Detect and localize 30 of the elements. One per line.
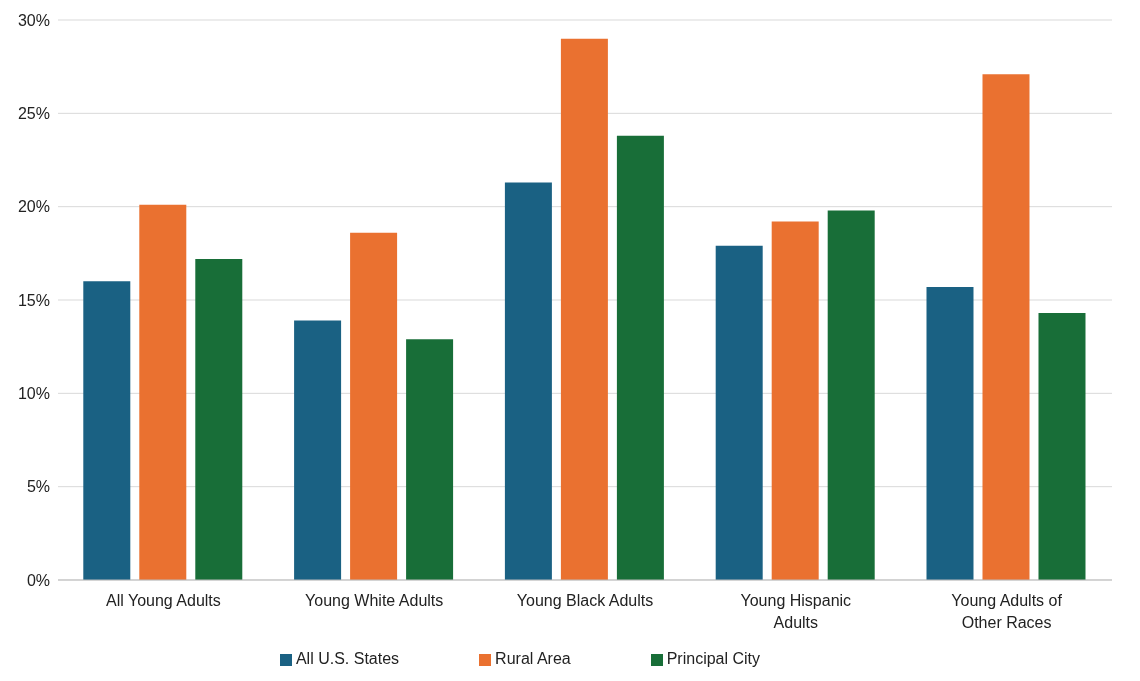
x-tick-label: All Young Adults [106, 592, 221, 609]
bar [195, 258, 243, 580]
bar [504, 182, 552, 580]
bar [926, 286, 974, 580]
bar [827, 210, 875, 580]
bar [771, 221, 819, 580]
y-tick-label: 25% [17, 105, 50, 123]
bar [83, 281, 131, 580]
x-tick-label: Young Black Adults [516, 592, 654, 609]
bar [560, 38, 608, 580]
legend-label: All U.S. States [295, 650, 400, 667]
bar [1038, 313, 1086, 580]
bar [715, 245, 763, 580]
bar [406, 339, 454, 580]
bar [139, 204, 187, 580]
bar [616, 135, 664, 580]
x-tick-label: Young Adults of Other Races [951, 592, 1063, 631]
bar [350, 232, 398, 580]
y-tick-label: 10% [17, 385, 50, 403]
legend-label: Principal City [666, 650, 761, 667]
y-tick-label: 15% [17, 291, 50, 309]
y-tick-label: 5% [26, 478, 50, 496]
y-tick-label: 30% [17, 11, 50, 29]
y-tick-label: 0% [26, 571, 50, 589]
bar [294, 320, 342, 580]
bar [982, 74, 1030, 580]
legend-label: Rural Area [495, 650, 571, 667]
x-tick-label: Young White Adults [305, 592, 444, 609]
x-tick-label: Young Hispanic Adults [740, 592, 852, 631]
y-tick-label: 20% [17, 198, 50, 216]
